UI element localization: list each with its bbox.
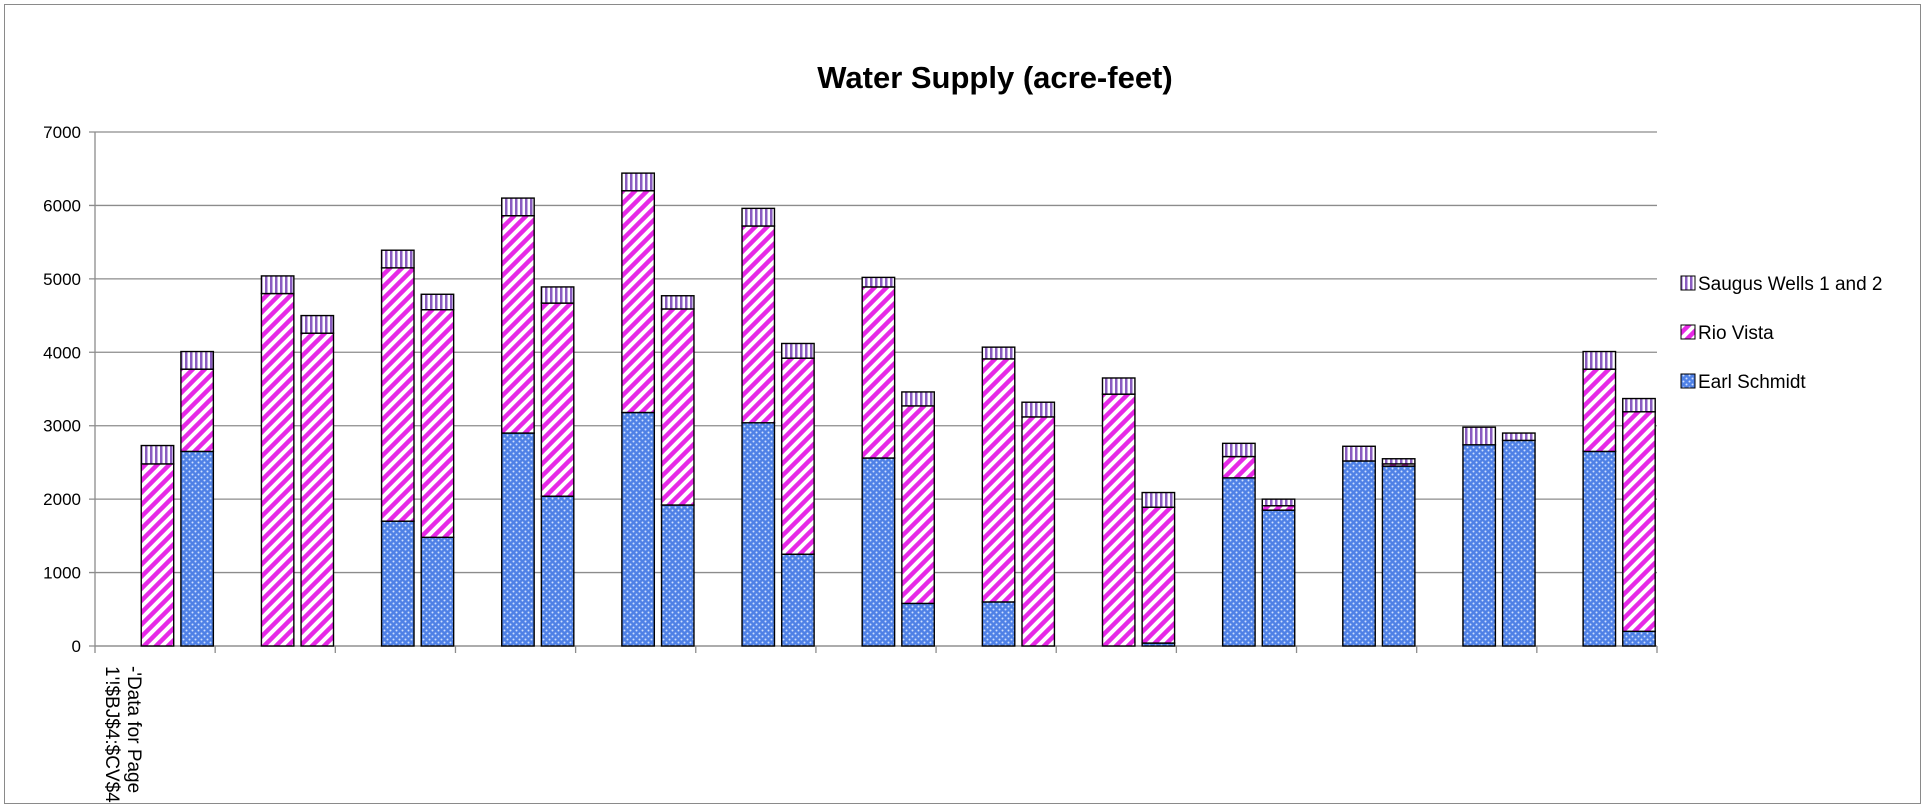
chart-title: Water Supply (acre-feet)	[817, 60, 1172, 95]
bar-segment-rio-vista	[780, 357, 815, 555]
y-tick-label: 4000	[43, 343, 81, 362]
bar-segment-saugus-wells-1-and-2	[780, 342, 815, 359]
bar-segment-earl-schmidt	[901, 602, 935, 647]
bar-segment-rio-vista	[660, 308, 695, 506]
bar-segment-earl-schmidt	[621, 411, 656, 647]
y-tick-label: 6000	[43, 196, 81, 215]
legend-label-earl-schmidt: Earl Schmidt	[1698, 372, 1806, 393]
bar-segment-earl-schmidt	[1622, 630, 1656, 647]
bar-segment-saugus-wells-1-and-2	[1582, 350, 1617, 370]
bar-segment-saugus-wells-1-and-2	[1101, 377, 1136, 395]
bar-segment-rio-vista	[540, 302, 575, 497]
legend-swatch-rio-vista	[1680, 324, 1696, 340]
y-tick-label: 0	[72, 637, 81, 656]
legend-swatch-earl-schmidt	[1680, 373, 1696, 389]
bar-segment-saugus-wells-1-and-2	[260, 275, 295, 295]
bar-segment-earl-schmidt	[861, 457, 896, 647]
bar-segment-rio-vista	[1101, 393, 1136, 647]
bar-segment-saugus-wells-1-and-2	[380, 249, 415, 269]
bar-segment-rio-vista	[300, 332, 335, 647]
y-tick-label: 7000	[43, 123, 81, 142]
bar-segment-earl-schmidt	[660, 504, 695, 647]
category-label-line-1: -'Data for Page	[123, 666, 144, 793]
bar-segment-saugus-wells-1-and-2	[140, 444, 175, 465]
bar-segment-rio-vista	[420, 308, 455, 539]
category-label-line-2: 1'!$BJ$4:$CV$4	[101, 666, 122, 803]
bar-segment-earl-schmidt	[981, 601, 1016, 647]
bar-segment-rio-vista	[501, 215, 535, 434]
bar-segment-earl-schmidt	[540, 495, 575, 647]
chart-svg: Water Supply (acre-feet) 0 1000 2000 3000 40…	[43, 60, 1883, 803]
bar-segment-saugus-wells-1-and-2	[901, 391, 935, 407]
bar-segment-earl-schmidt	[741, 422, 776, 647]
bar-segment-saugus-wells-1-and-2	[1342, 445, 1376, 462]
legend-swatch-saugus-wells	[1680, 275, 1696, 291]
bar-segment-saugus-wells-1-and-2	[660, 295, 695, 310]
bar-segment-saugus-wells-1-and-2	[1501, 432, 1536, 442]
bar-segment-rio-vista	[901, 405, 935, 605]
bar-segment-rio-vista	[260, 292, 295, 647]
bar-segment-saugus-wells-1-and-2	[1462, 426, 1497, 446]
bar-segment-saugus-wells-1-and-2	[501, 197, 535, 217]
bar-segment-saugus-wells-1-and-2	[1141, 491, 1176, 508]
bar-segment-rio-vista	[1622, 411, 1656, 633]
bar-segment-earl-schmidt	[1582, 450, 1617, 647]
bar-segment-earl-schmidt	[1501, 439, 1536, 647]
bar-segment-rio-vista	[1021, 416, 1056, 647]
bar-segment-saugus-wells-1-and-2	[1622, 397, 1656, 413]
bar-segment-earl-schmidt	[420, 536, 455, 647]
bar-segment-rio-vista	[861, 286, 896, 459]
legend: Saugus Wells 1 and 2 Rio Vista Earl Schm…	[1680, 274, 1883, 393]
bar-segment-saugus-wells-1-and-2	[741, 207, 776, 227]
bars	[140, 172, 1656, 647]
bar-segment-saugus-wells-1-and-2	[1381, 458, 1416, 465]
legend-label-saugus-wells: Saugus Wells 1 and 2	[1698, 274, 1883, 295]
bar-segment-saugus-wells-1-and-2	[1021, 401, 1056, 418]
bar-segment-earl-schmidt	[1381, 465, 1416, 647]
bar-segment-saugus-wells-1-and-2	[300, 314, 335, 334]
category-axis-label: -'Data for Page 1'!$BJ$4:$CV$4	[101, 666, 144, 803]
bar-segment-earl-schmidt	[501, 432, 535, 647]
bar-segment-saugus-wells-1-and-2	[180, 350, 215, 370]
y-tick-label: 1000	[43, 564, 81, 583]
chart-frame: Water Supply (acre-feet) 0 1000 2000 3000 40…	[4, 4, 1921, 804]
bar-segment-rio-vista	[380, 267, 415, 522]
bar-segment-earl-schmidt	[1221, 477, 1256, 647]
bar-segment-saugus-wells-1-and-2	[1261, 498, 1296, 507]
bar-segment-saugus-wells-1-and-2	[621, 172, 656, 192]
bar-segment-rio-vista	[140, 463, 175, 647]
bar-segment-rio-vista	[621, 190, 656, 414]
bar-segment-earl-schmidt	[1342, 460, 1376, 647]
bar-segment-rio-vista	[1221, 455, 1256, 479]
bar-segment-rio-vista	[981, 358, 1016, 603]
bar-segment-saugus-wells-1-and-2	[861, 276, 896, 288]
bar-segment-saugus-wells-1-and-2	[540, 286, 575, 304]
bar-segment-saugus-wells-1-and-2	[420, 293, 455, 311]
bar-segment-saugus-wells-1-and-2	[1221, 442, 1256, 458]
bar-segment-saugus-wells-1-and-2	[981, 346, 1016, 360]
bar-segment-earl-schmidt	[180, 450, 215, 647]
bar-segment-earl-schmidt	[1462, 444, 1497, 647]
bar-segment-rio-vista	[180, 368, 215, 453]
bar-segment-rio-vista	[1582, 368, 1617, 453]
bar-segment-earl-schmidt	[1261, 509, 1296, 647]
legend-label-rio-vista: Rio Vista	[1698, 323, 1774, 344]
bar-segment-rio-vista	[1141, 506, 1176, 644]
bar-segment-earl-schmidt	[780, 553, 815, 647]
bar-segment-rio-vista	[741, 225, 776, 424]
y-tick-label: 2000	[43, 490, 81, 509]
y-tick-label: 5000	[43, 270, 81, 289]
bar-segment-earl-schmidt	[380, 520, 415, 647]
y-tick-label: 3000	[43, 417, 81, 436]
